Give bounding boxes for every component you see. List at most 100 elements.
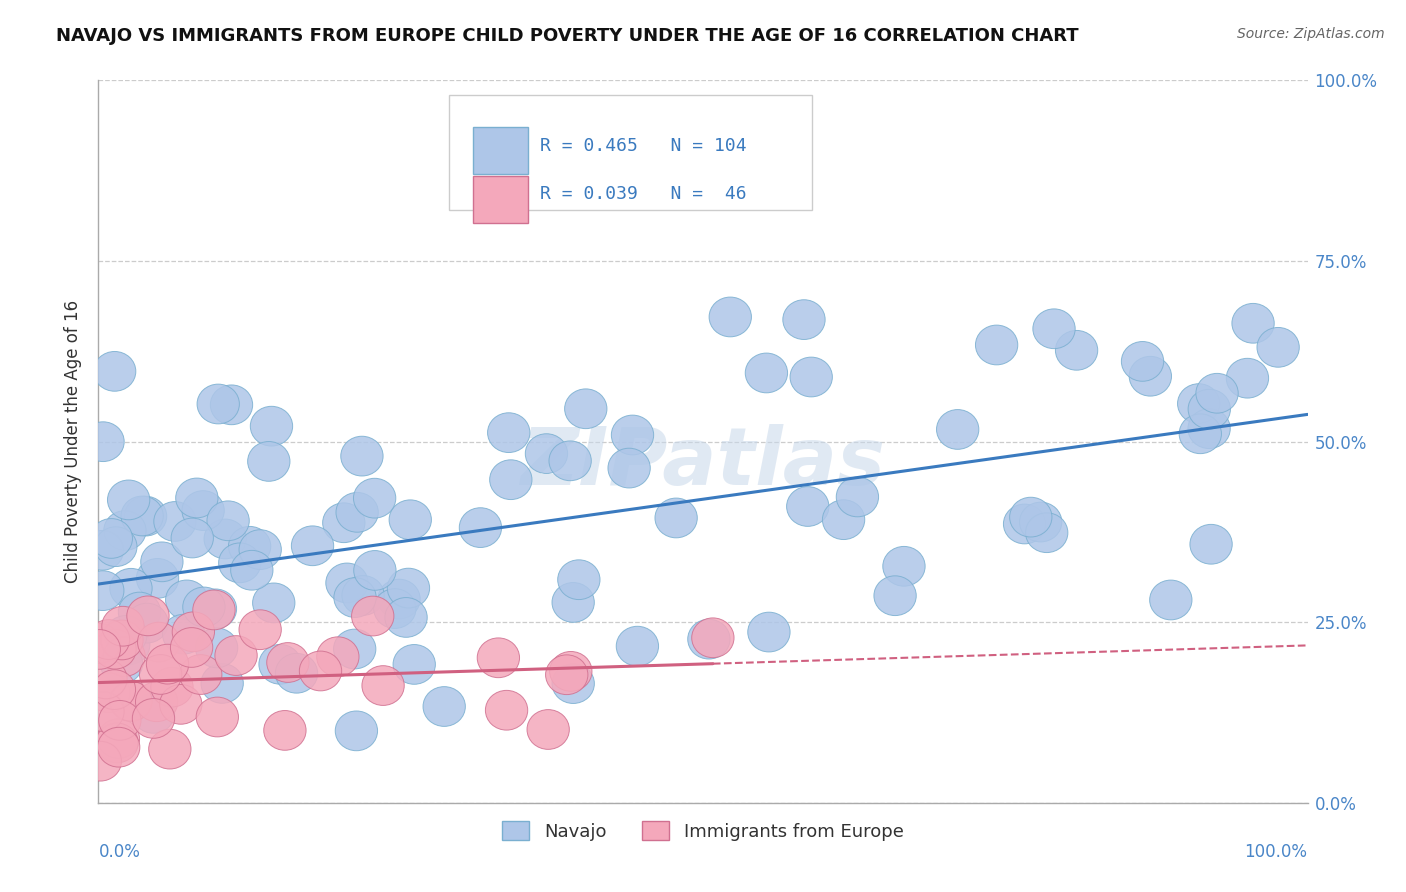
Ellipse shape	[195, 628, 238, 668]
Ellipse shape	[180, 655, 222, 694]
Ellipse shape	[1226, 359, 1268, 398]
Ellipse shape	[82, 571, 124, 610]
Ellipse shape	[79, 630, 121, 669]
Ellipse shape	[93, 670, 135, 709]
Ellipse shape	[93, 351, 136, 392]
Ellipse shape	[160, 684, 202, 724]
Ellipse shape	[485, 690, 527, 731]
Ellipse shape	[253, 583, 295, 623]
Ellipse shape	[87, 620, 129, 659]
Ellipse shape	[1033, 309, 1076, 349]
Ellipse shape	[553, 582, 595, 623]
Ellipse shape	[489, 460, 531, 500]
Ellipse shape	[1232, 303, 1274, 343]
Ellipse shape	[1178, 384, 1220, 424]
Ellipse shape	[82, 691, 124, 731]
Ellipse shape	[193, 590, 235, 630]
Ellipse shape	[136, 558, 179, 599]
Ellipse shape	[361, 665, 405, 706]
Ellipse shape	[127, 603, 169, 643]
Ellipse shape	[783, 300, 825, 340]
Text: 0.0%: 0.0%	[98, 843, 141, 861]
Ellipse shape	[172, 612, 215, 652]
Ellipse shape	[79, 741, 121, 781]
Ellipse shape	[1010, 497, 1052, 537]
Ellipse shape	[163, 615, 205, 654]
Ellipse shape	[353, 478, 396, 518]
Ellipse shape	[1056, 330, 1098, 370]
Text: R = 0.039   N =  46: R = 0.039 N = 46	[540, 185, 747, 203]
Text: R = 0.465   N = 104: R = 0.465 N = 104	[540, 136, 747, 154]
Ellipse shape	[84, 659, 127, 698]
Ellipse shape	[790, 357, 832, 397]
Ellipse shape	[823, 500, 865, 540]
Ellipse shape	[316, 637, 359, 677]
Ellipse shape	[1197, 374, 1239, 413]
Ellipse shape	[107, 480, 150, 520]
Ellipse shape	[146, 644, 188, 684]
Ellipse shape	[1180, 414, 1222, 454]
Ellipse shape	[94, 629, 136, 669]
Ellipse shape	[291, 526, 333, 566]
Ellipse shape	[477, 638, 520, 678]
Ellipse shape	[264, 711, 307, 750]
Text: ZIPatlas: ZIPatlas	[520, 425, 886, 502]
Ellipse shape	[276, 653, 318, 693]
Ellipse shape	[153, 501, 197, 541]
Ellipse shape	[692, 618, 734, 657]
Ellipse shape	[197, 698, 239, 737]
Ellipse shape	[616, 626, 658, 666]
Ellipse shape	[132, 693, 174, 733]
Ellipse shape	[1150, 580, 1192, 620]
Ellipse shape	[215, 636, 257, 675]
Ellipse shape	[166, 580, 208, 620]
Text: NAVAJO VS IMMIGRANTS FROM EUROPE CHILD POVERTY UNDER THE AGE OF 16 CORRELATION C: NAVAJO VS IMMIGRANTS FROM EUROPE CHILD P…	[56, 27, 1078, 45]
Ellipse shape	[135, 681, 177, 722]
Ellipse shape	[239, 610, 281, 649]
Ellipse shape	[247, 442, 290, 482]
Ellipse shape	[374, 589, 416, 629]
Ellipse shape	[228, 526, 271, 566]
Ellipse shape	[565, 389, 607, 429]
Ellipse shape	[1019, 502, 1062, 542]
Ellipse shape	[141, 542, 183, 582]
Ellipse shape	[526, 434, 568, 474]
Ellipse shape	[132, 698, 174, 739]
Ellipse shape	[1257, 327, 1299, 368]
Ellipse shape	[79, 624, 121, 664]
Ellipse shape	[201, 664, 243, 703]
Ellipse shape	[110, 568, 152, 608]
Ellipse shape	[1189, 524, 1232, 564]
Ellipse shape	[231, 550, 273, 591]
Ellipse shape	[748, 612, 790, 652]
Y-axis label: Child Poverty Under the Age of 16: Child Poverty Under the Age of 16	[63, 300, 82, 583]
Ellipse shape	[82, 422, 124, 461]
Ellipse shape	[1004, 504, 1046, 544]
Ellipse shape	[655, 498, 697, 538]
Ellipse shape	[786, 487, 830, 526]
Ellipse shape	[527, 710, 569, 749]
Ellipse shape	[385, 598, 427, 637]
Ellipse shape	[100, 644, 142, 683]
Ellipse shape	[139, 655, 181, 694]
Ellipse shape	[181, 491, 225, 531]
Ellipse shape	[709, 297, 751, 337]
Ellipse shape	[97, 727, 139, 767]
Ellipse shape	[546, 655, 588, 695]
Ellipse shape	[82, 531, 124, 570]
Ellipse shape	[394, 645, 436, 684]
Ellipse shape	[150, 667, 193, 707]
Ellipse shape	[183, 587, 225, 627]
Ellipse shape	[138, 623, 180, 662]
Ellipse shape	[936, 409, 979, 450]
Ellipse shape	[250, 407, 292, 446]
Ellipse shape	[107, 625, 150, 665]
Ellipse shape	[176, 478, 218, 518]
Ellipse shape	[460, 508, 502, 548]
Ellipse shape	[194, 589, 236, 629]
Ellipse shape	[352, 596, 394, 636]
Ellipse shape	[90, 518, 132, 558]
Ellipse shape	[170, 628, 212, 667]
FancyBboxPatch shape	[449, 95, 811, 211]
Ellipse shape	[333, 578, 377, 617]
